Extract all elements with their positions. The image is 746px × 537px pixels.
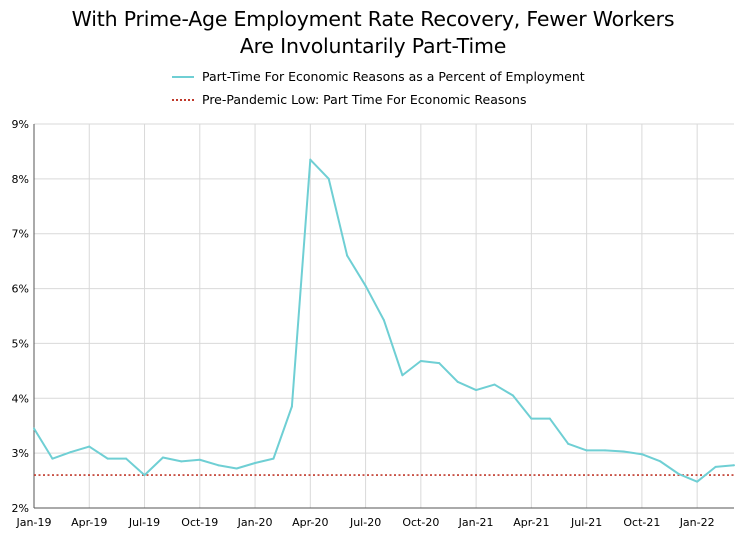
data-point <box>69 451 72 454</box>
data-point <box>272 457 275 460</box>
data-point <box>106 457 109 460</box>
chart-title-line-1: With Prime-Age Employment Rate Recovery,… <box>71 7 675 31</box>
y-tick-label: 3% <box>12 447 29 460</box>
data-point <box>383 319 385 322</box>
legend-label-series: Part-Time For Economic Reasons as a Perc… <box>202 69 585 84</box>
data-point <box>677 472 680 475</box>
data-point <box>309 158 312 161</box>
data-point <box>180 460 183 463</box>
chart-title: With Prime-Age Employment Rate Recovery,… <box>0 6 746 60</box>
x-tick-label: Jan-19 <box>16 516 52 529</box>
data-point <box>290 405 293 408</box>
x-tick-label: Apr-20 <box>292 516 328 529</box>
y-tick-label: 4% <box>12 392 29 405</box>
legend-swatch-dotted <box>172 99 194 101</box>
legend-label-reference: Pre-Pandemic Low: Part Time For Economic… <box>202 92 527 107</box>
x-tick-label: Apr-19 <box>71 516 107 529</box>
y-tick-label: 8% <box>12 173 29 186</box>
x-tick-label: Jan-22 <box>679 516 715 529</box>
x-tick-label: Jul-20 <box>349 516 381 529</box>
y-tick-label: 5% <box>12 337 29 350</box>
data-point <box>604 449 607 452</box>
data-point <box>419 359 422 362</box>
x-tick-label: Jul-19 <box>128 516 160 529</box>
data-point <box>567 442 570 445</box>
data-point <box>493 383 496 386</box>
data-point <box>327 177 330 180</box>
data-point <box>530 417 533 420</box>
data-point <box>640 453 643 456</box>
x-tick-label: Jan-20 <box>237 516 273 529</box>
data-point <box>143 474 146 477</box>
data-point <box>346 254 349 257</box>
x-tick-label: Oct-21 <box>623 516 660 529</box>
data-point <box>88 445 91 448</box>
data-point <box>198 458 201 461</box>
data-point <box>696 480 699 483</box>
data-point <box>254 462 257 465</box>
data-point <box>235 467 238 470</box>
x-tick-label: Oct-20 <box>402 516 439 529</box>
x-tick-label: Jul-21 <box>570 516 602 529</box>
data-point <box>401 374 404 377</box>
data-point <box>548 417 551 420</box>
data-point <box>217 464 220 467</box>
y-tick-label: 7% <box>12 228 29 241</box>
y-tick-label: 9% <box>12 118 29 131</box>
data-point <box>456 380 459 383</box>
y-tick-label: 6% <box>12 283 29 296</box>
data-point <box>438 362 441 365</box>
data-point <box>364 284 367 287</box>
data-point <box>659 460 662 463</box>
data-point <box>733 464 735 467</box>
data-point <box>622 450 625 453</box>
data-point <box>125 457 128 460</box>
y-tick-label: 2% <box>12 502 29 515</box>
data-point <box>161 456 164 459</box>
data-point <box>51 457 54 460</box>
data-point <box>475 389 478 392</box>
data-point <box>33 427 35 430</box>
x-tick-label: Apr-21 <box>513 516 549 529</box>
data-point <box>511 394 514 397</box>
data-point <box>714 465 717 468</box>
chart-title-line-2: Are Involuntarily Part-Time <box>239 34 507 58</box>
x-tick-label: Jan-21 <box>458 516 494 529</box>
data-point <box>585 449 588 452</box>
x-tick-label: Oct-19 <box>181 516 218 529</box>
legend-swatch-solid <box>172 76 194 78</box>
